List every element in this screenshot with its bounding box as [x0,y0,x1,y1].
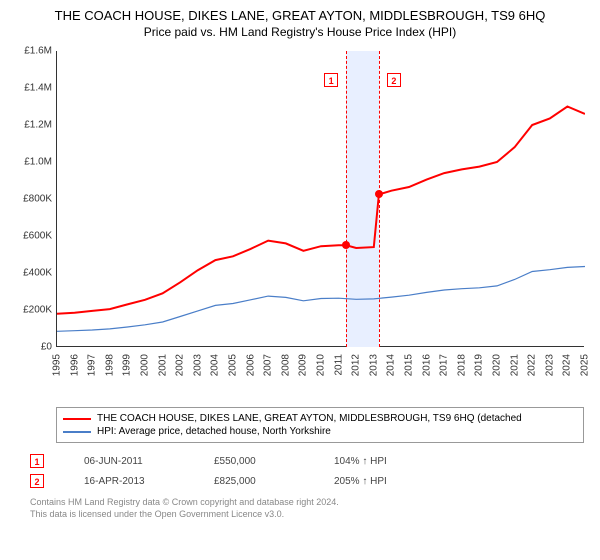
x-axis-label: 2001 [157,354,168,376]
x-axis-label: 2017 [439,354,450,376]
x-axis-label: 2021 [509,354,520,376]
legend-label: THE COACH HOUSE, DIKES LANE, GREAT AYTON… [97,413,522,424]
x-axis-label: 2013 [368,354,379,376]
y-axis-label: £800K [12,194,52,205]
sale-date: 06-JUN-2011 [84,456,174,467]
y-axis-label: £1.4M [12,83,52,94]
x-axis-label: 2022 [527,354,538,376]
legend-item: HPI: Average price, detached house, Nort… [63,425,577,438]
sale-price: £550,000 [214,456,294,467]
sale-pct: 205% ↑ HPI [334,476,444,487]
y-axis-label: £1.0M [12,157,52,168]
sale-point [342,241,350,249]
legend-swatch [63,431,91,433]
footer-line-1: Contains HM Land Registry data © Crown c… [30,497,588,509]
legend-item: THE COACH HOUSE, DIKES LANE, GREAT AYTON… [63,412,577,425]
y-axis-label: £1.2M [12,120,52,131]
sale-price: £825,000 [214,476,294,487]
sale-date: 16-APR-2013 [84,476,174,487]
sale-marker-inline: 1 [30,454,44,468]
sale-row: 1 06-JUN-2011 £550,000 104% ↑ HPI [30,451,588,471]
x-axis-label: 2002 [175,354,186,376]
y-axis-label: £400K [12,268,52,279]
x-axis-label: 2004 [210,354,221,376]
chart-area: £0 £200K £400K £600K £800K £1.0M £1.2M £1.4M £1.… [12,47,588,377]
legend: THE COACH HOUSE, DIKES LANE, GREAT AYTON… [56,407,584,443]
x-axis-label: 2010 [316,354,327,376]
x-axis-label: 2000 [140,354,151,376]
x-axis-label: 2014 [386,354,397,376]
legend-label: HPI: Average price, detached house, Nort… [97,426,331,437]
sale-marker-1: 1 [324,73,338,87]
x-axis-label: 2003 [192,354,203,376]
x-axis-label: 2015 [404,354,415,376]
sale-marker-2: 2 [387,73,401,87]
legend-swatch [63,418,91,420]
x-axis-label: 2006 [245,354,256,376]
x-axis-label: 2019 [474,354,485,376]
y-axis-label: £1.6M [12,46,52,57]
sale-point [375,190,383,198]
sale-pct: 104% ↑ HPI [334,456,444,467]
x-axis-label: 2012 [351,354,362,376]
sales-table: 1 06-JUN-2011 £550,000 104% ↑ HPI 2 16-APR-20… [30,451,588,491]
sale-row: 2 16-APR-2013 £825,000 205% ↑ HPI [30,471,588,491]
x-axis-label: 2008 [280,354,291,376]
x-axis-label: 2024 [562,354,573,376]
x-axis-label: 2025 [580,354,591,376]
series-hpi [57,267,585,332]
chart-subtitle: Price paid vs. HM Land Registry's House … [12,25,588,39]
y-axis-label: £200K [12,305,52,316]
x-axis-label: 2009 [298,354,309,376]
footer-line-2: This data is licensed under the Open Gov… [30,509,588,521]
sale-marker-inline: 2 [30,474,44,488]
x-axis-label: 1997 [87,354,98,376]
plot-area: 12 1995199619971998199920002001200220032… [56,51,584,347]
y-axis-label: £600K [12,231,52,242]
chart-title: THE COACH HOUSE, DIKES LANE, GREAT AYTON… [12,8,588,23]
x-axis-label: 1999 [122,354,133,376]
x-axis-label: 2007 [263,354,274,376]
chart-lines [57,51,585,347]
y-axis-label: £0 [12,342,52,353]
x-axis-label: 2016 [421,354,432,376]
footer-attribution: Contains HM Land Registry data © Crown c… [30,497,588,520]
x-axis-label: 1998 [104,354,115,376]
x-axis-label: 2011 [333,354,344,376]
x-axis-label: 2005 [228,354,239,376]
x-axis-label: 1995 [52,354,63,376]
x-axis-label: 1996 [69,354,80,376]
x-axis-label: 2023 [544,354,555,376]
x-axis-label: 2018 [456,354,467,376]
x-axis-label: 2020 [492,354,503,376]
